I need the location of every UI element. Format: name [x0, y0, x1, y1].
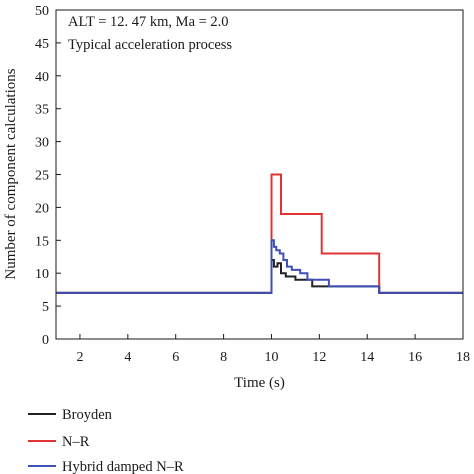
x-tick-label: 16 [408, 350, 422, 365]
y-tick-label: 45 [35, 37, 49, 52]
y-tick-label: 50 [35, 4, 49, 19]
y-tick-label: 40 [35, 70, 49, 85]
y-tick-label: 20 [35, 201, 49, 216]
plot-frame [55, 9, 464, 340]
x-tick-label: 4 [124, 350, 131, 365]
legend-label-1: N–R [62, 434, 90, 450]
y-axis-label: Number of component calculations [3, 68, 19, 279]
y-tick-label: 0 [42, 333, 49, 348]
x-tick-label: 10 [264, 350, 278, 365]
x-tick-label: 8 [220, 350, 227, 365]
series-line-2 [56, 239, 463, 294]
plot-lines [56, 173, 463, 294]
legend-label-0: Broyden [62, 407, 113, 423]
legend-label-2: Hybrid damped N–R [62, 459, 184, 474]
y-tick-label: 5 [42, 300, 49, 315]
x-tick-label: 12 [312, 350, 326, 365]
series-line-1 [56, 173, 463, 294]
y-tick-label: 15 [35, 234, 49, 249]
y-axis: 0 5 10 15 20 25 30 35 40 45 50 [35, 4, 61, 348]
x-axis-label: Time (s) [234, 375, 285, 391]
annotation-process: Typical acceleration process [68, 37, 232, 53]
legend: Broyden N–R Hybrid damped N–R [28, 407, 184, 474]
y-tick-label: 30 [35, 136, 49, 151]
x-tick-label: 2 [76, 350, 83, 365]
x-tick-label: 14 [360, 350, 374, 365]
y-tick-label: 25 [35, 169, 49, 184]
annotation-altitude-mach: ALT = 12. 47 km, Ma = 2.0 [68, 14, 229, 30]
series-line-0 [56, 259, 463, 294]
y-tick-label: 10 [35, 267, 49, 282]
x-tick-label: 6 [172, 350, 179, 365]
x-tick-label: 18 [456, 350, 470, 365]
y-tick-label: 35 [35, 103, 49, 118]
x-axis: 2 4 6 8 10 12 14 16 18 [76, 334, 470, 365]
